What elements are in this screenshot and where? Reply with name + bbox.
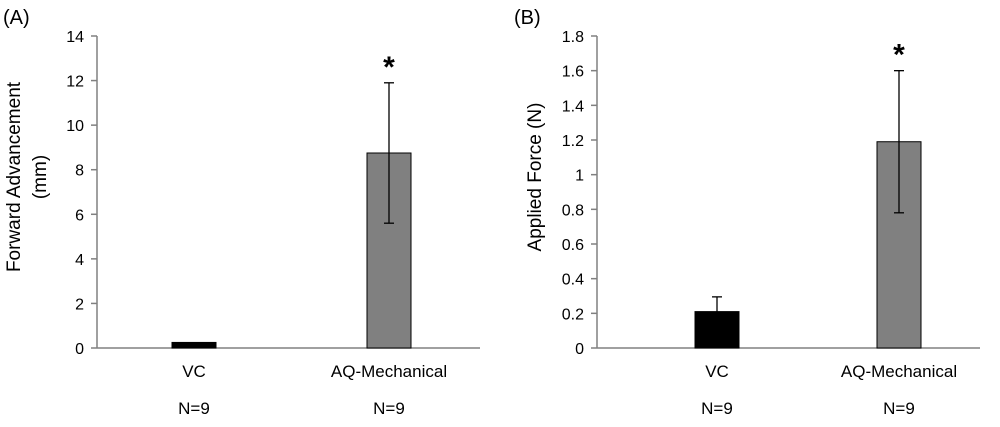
chart-panel-1: (A) 0 2 4 6 8 10 12 14 Forward Advancement (mm) VC N… [3, 7, 480, 418]
sample-size-label: N=9 [701, 399, 733, 418]
significance-marker: * [893, 39, 905, 72]
category-label: VC [705, 362, 729, 381]
y-tick-label: 1.8 [562, 29, 584, 46]
bar-vc [171, 341, 217, 349]
y-tick-label: 0.2 [562, 306, 584, 323]
y-tick-label: 0.6 [562, 237, 584, 254]
y-tick-label: 0 [75, 341, 84, 358]
y-tick-label: 1 [575, 168, 584, 185]
category-label: AQ-Mechanical [331, 362, 447, 381]
panel-label: (A) [3, 7, 30, 29]
y-tick-label: 0 [575, 341, 584, 358]
y-tick-label: 14 [66, 29, 84, 46]
panel-label: (B) [514, 7, 541, 29]
y-tick-label: 1.6 [562, 64, 584, 81]
category-label: VC [182, 362, 206, 381]
y-tick-label: 4 [75, 252, 84, 269]
sample-size-label: N=9 [178, 399, 210, 418]
y-tick-label: 8 [75, 163, 84, 180]
y-tick-label: 1.4 [562, 98, 584, 115]
y-tick-label: 1.2 [562, 133, 584, 150]
y-tick-label: 0.4 [562, 272, 584, 289]
y-tick-label: 6 [75, 207, 84, 224]
y-axis-label: Applied Force (N) [525, 103, 546, 252]
category-label: AQ-Mechanical [841, 362, 957, 381]
y-axis-label: Forward Advancement [4, 81, 25, 272]
y-tick-label: 10 [66, 118, 84, 135]
chart-panel-2: (B) 0 0.2 0.4 0.6 0.8 1 1.2 1.4 1.6 1.8 Applied For… [514, 7, 980, 418]
significance-marker: * [383, 51, 395, 84]
y-tick-label: 12 [66, 74, 84, 91]
sample-size-label: N=9 [373, 399, 405, 418]
y-tick-label: 0.8 [562, 202, 584, 219]
y-tick-label: 2 [75, 296, 84, 313]
sample-size-label: N=9 [883, 399, 915, 418]
y-axis-label: (mm) [30, 155, 51, 199]
